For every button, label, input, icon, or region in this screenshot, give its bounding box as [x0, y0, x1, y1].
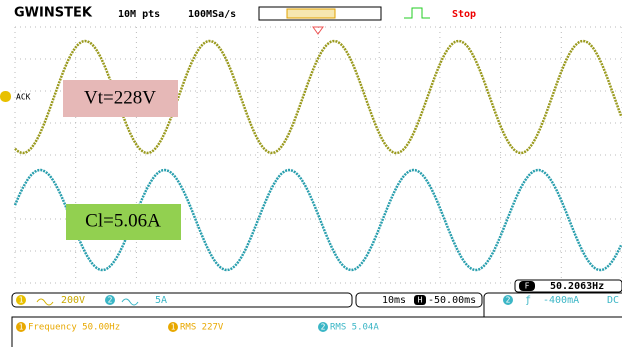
measurement-value: Frequency 50.00Hz: [28, 323, 120, 333]
logo: GWINSTEK: [14, 6, 93, 21]
trigger-level: -400mA: [543, 295, 579, 306]
waveform-area: [15, 27, 622, 283]
run-status: Stop: [452, 9, 476, 20]
trigger-icon: [404, 8, 430, 18]
memory-depth: 10M pts: [118, 9, 160, 20]
frequency-marker: F: [525, 282, 530, 291]
ch1-label: ACK: [16, 93, 31, 102]
measurement-marker: 2: [321, 323, 326, 332]
ch1-scale: 200V: [61, 295, 85, 306]
ch1-marker: [0, 91, 11, 102]
measurement-marker: 1: [19, 323, 24, 332]
h-marker: H: [418, 296, 423, 305]
current-note: Cl=5.06A: [85, 210, 161, 231]
trigger-slope: ƒ: [525, 295, 531, 306]
measurement-value: RMS 227V: [180, 323, 224, 333]
horizontal-position: -50.00ms: [428, 295, 476, 306]
ch1-status-marker: 1: [19, 296, 24, 305]
timebase: 10ms: [382, 295, 406, 306]
measurement-marker: 1: [171, 323, 176, 332]
ch2-scale: 5A: [155, 295, 167, 306]
measurement-value: RMS 5.04A: [330, 323, 379, 333]
voltage-note: Vt=228V: [84, 87, 156, 108]
measurements: 1 Frequency 50.00Hz 1 RMS 227V 2 RMS 5.04A: [16, 322, 379, 333]
trigger-coupling: DC: [607, 295, 619, 306]
memory-window: [287, 9, 335, 18]
trigger-source: 2: [506, 296, 511, 305]
sample-rate: 100MSa/s: [188, 9, 236, 20]
frequency-counter: 50.2063Hz: [550, 281, 604, 292]
scope-screenshot: GWINSTEK 10M pts 100MSa/s Stop ACK Vt=22…: [0, 0, 622, 347]
ch2-status-marker: 2: [108, 296, 113, 305]
